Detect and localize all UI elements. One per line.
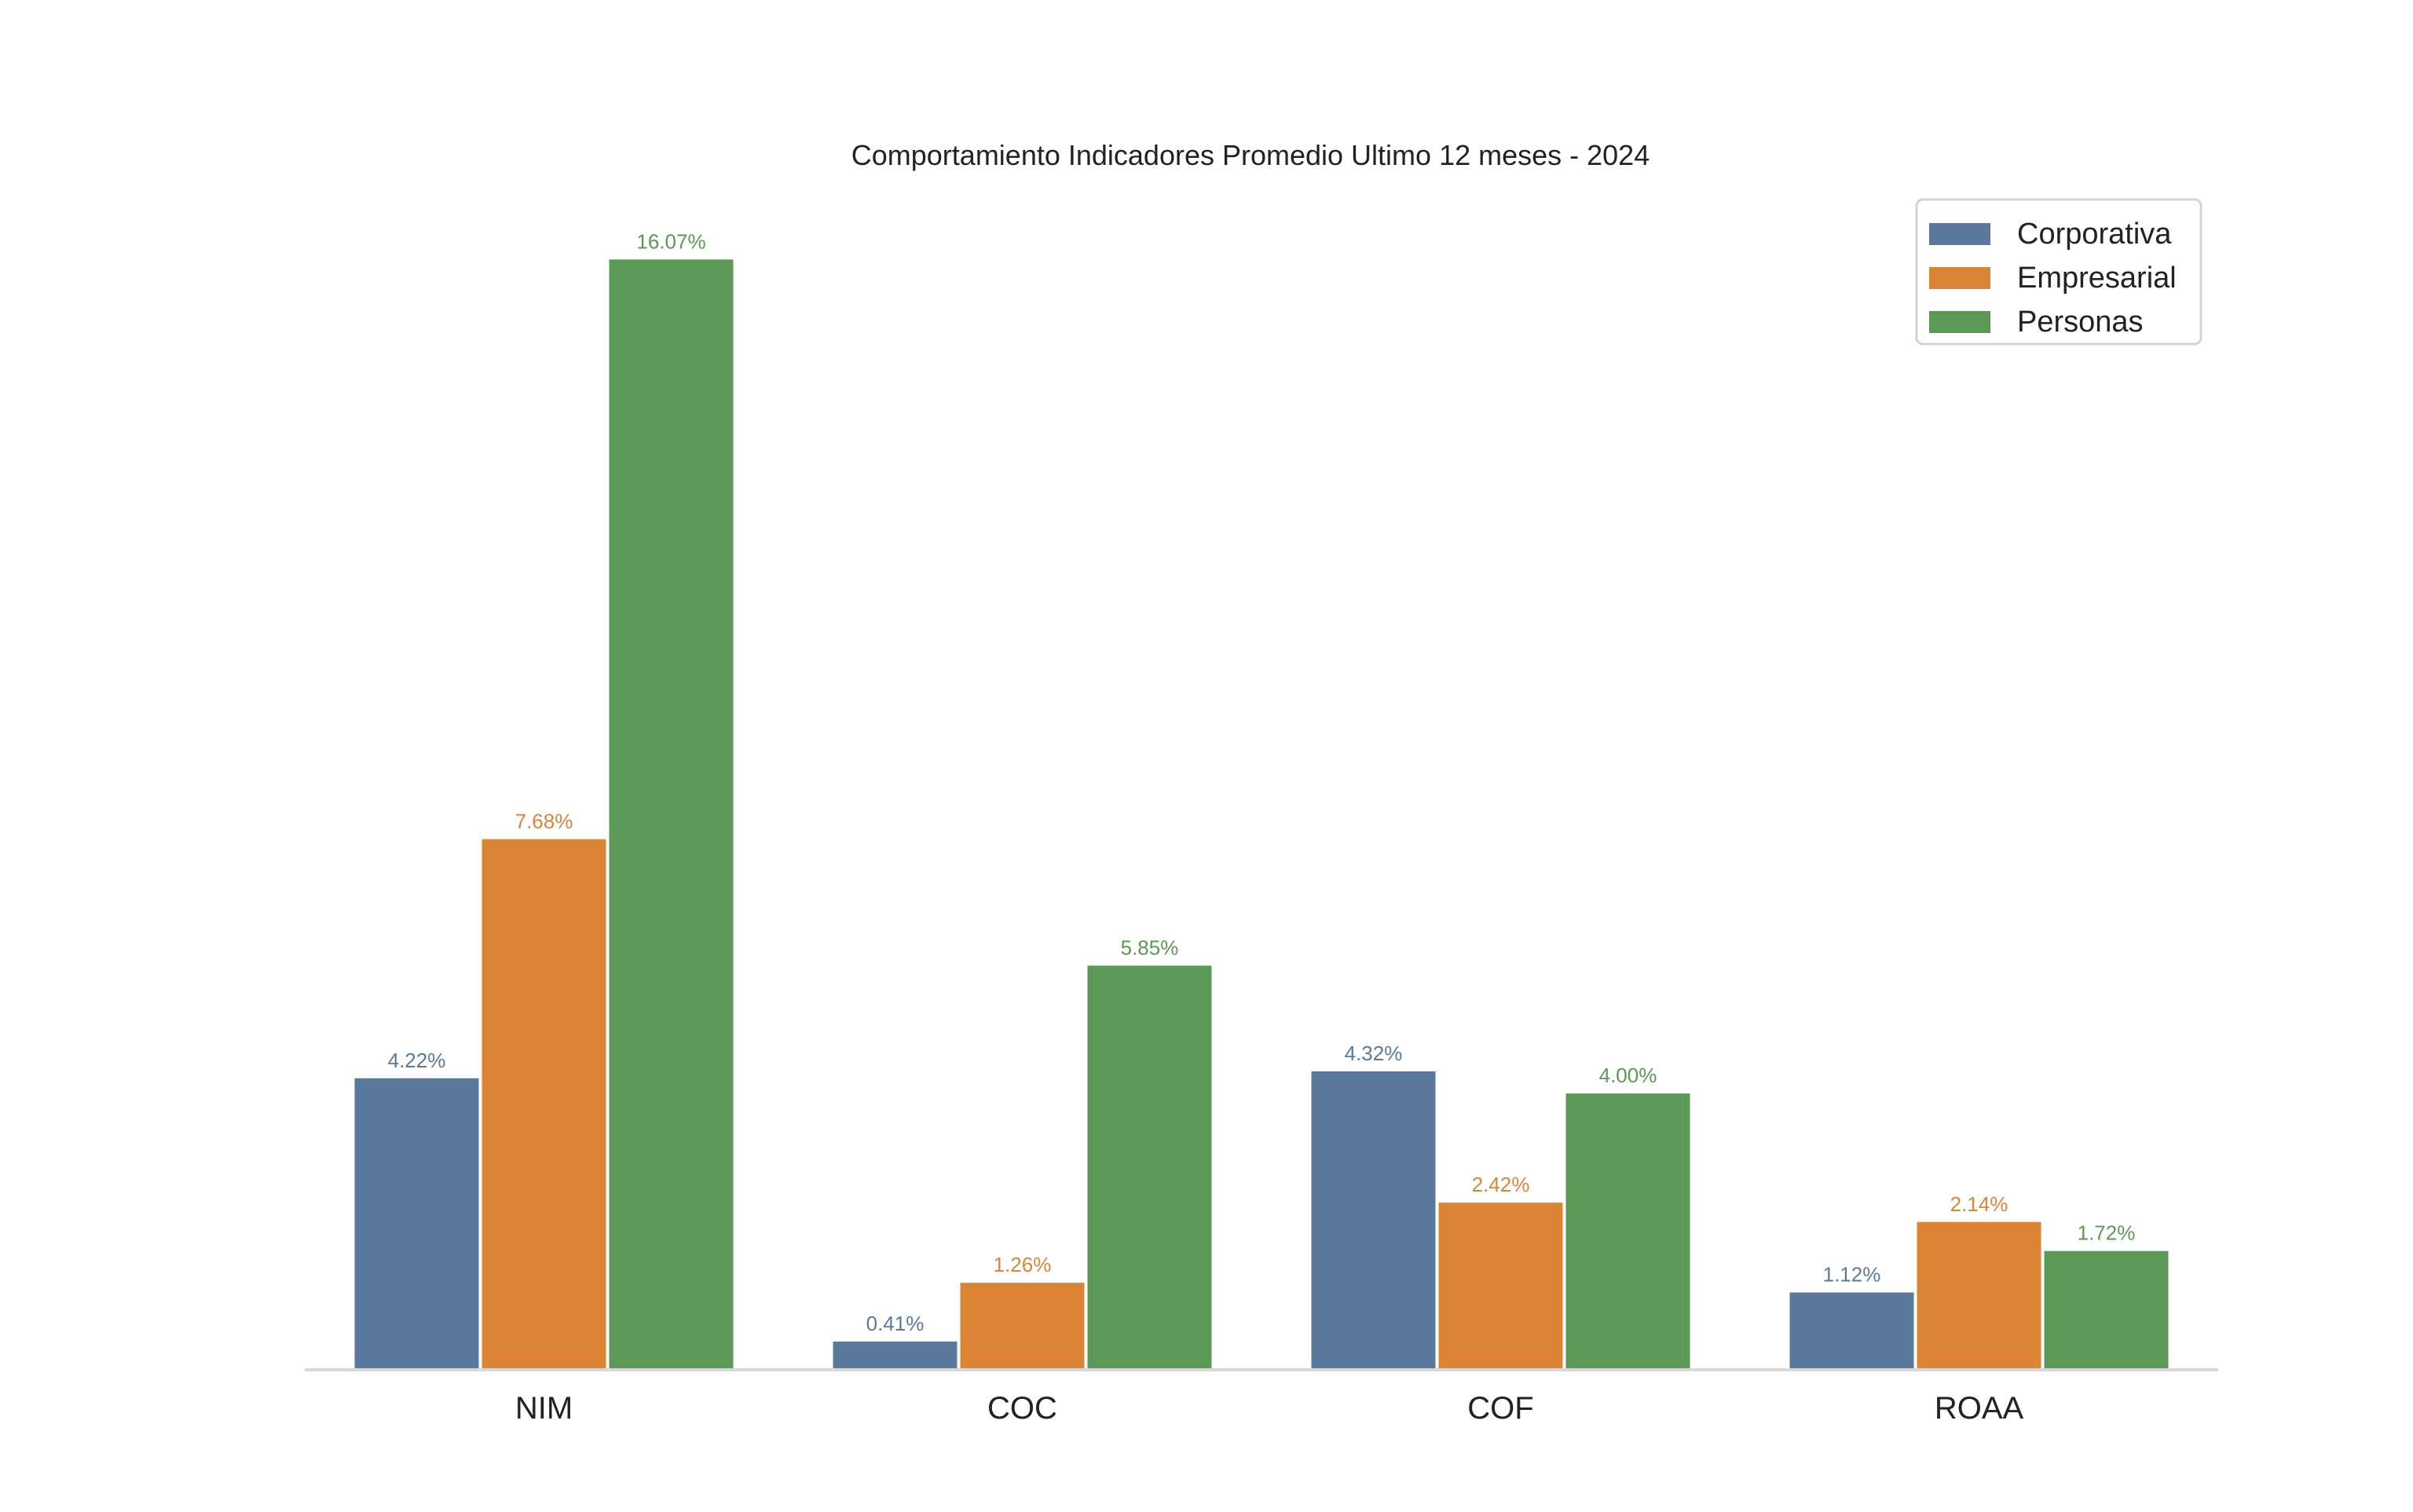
value-label-nim-corporativa: 4.22% xyxy=(388,1049,446,1072)
legend-swatch-corporativa xyxy=(1929,223,1990,245)
value-label-nim-empresarial: 7.68% xyxy=(515,809,573,833)
legend-items: Corporativa Empresarial Personas xyxy=(1929,218,2177,339)
value-label-cof-personas: 4.00% xyxy=(1599,1064,1657,1087)
x-tick-label-cof: COF xyxy=(1467,1391,1533,1426)
x-tick-label-coc: COC xyxy=(987,1391,1057,1426)
value-label-cof-empresarial: 2.42% xyxy=(1472,1173,1530,1196)
bar-coc-corporativa xyxy=(833,1341,958,1370)
value-labels-layer: 4.22% 7.68% 16.07% 0.41% 1.26% 5.85% 4.32% 2.42… xyxy=(388,229,2136,1335)
legend-label-empresarial: Empresarial xyxy=(2017,262,2177,295)
legend-label-corporativa: Corporativa xyxy=(2017,218,2172,251)
value-label-roaa-empresarial: 2.14% xyxy=(1950,1192,2008,1216)
legend-label-personas: Personas xyxy=(2017,306,2144,339)
bar-roaa-personas xyxy=(2044,1250,2169,1370)
bar-roaa-corporativa xyxy=(1789,1292,1914,1370)
value-label-roaa-corporativa: 1.12% xyxy=(1823,1262,1881,1286)
legend: Corporativa Empresarial Personas xyxy=(1915,198,2202,346)
value-label-cof-corporativa: 4.32% xyxy=(1345,1042,1403,1065)
x-tick-label-roaa: ROAA xyxy=(1935,1391,2024,1426)
bar-cof-corporativa xyxy=(1311,1071,1436,1370)
chart-title: Comportamiento Indicadores Promedio Ulti… xyxy=(851,139,1650,171)
legend-swatch-personas xyxy=(1929,311,1990,333)
value-label-coc-empresarial: 1.26% xyxy=(994,1253,1052,1276)
bar-nim-corporativa xyxy=(354,1078,479,1370)
bars-layer xyxy=(354,259,2169,1371)
x-tick-label-nim: NIM xyxy=(515,1391,573,1426)
x-tick-labels: NIM COC COF ROAA xyxy=(515,1391,2024,1426)
value-label-nim-personas: 16.07% xyxy=(636,229,705,253)
value-label-roaa-personas: 1.72% xyxy=(2078,1221,2136,1245)
legend-swatch-empresarial xyxy=(1929,267,1990,289)
value-label-coc-corporativa: 0.41% xyxy=(866,1312,925,1335)
bar-cof-empresarial xyxy=(1438,1203,1563,1370)
bar-roaa-empresarial xyxy=(1917,1221,2041,1370)
value-label-coc-personas: 5.85% xyxy=(1121,935,1179,959)
bar-nim-empresarial xyxy=(482,839,606,1370)
bar-coc-personas xyxy=(1087,965,1212,1370)
bar-nim-personas xyxy=(609,259,734,1371)
bar-coc-empresarial xyxy=(960,1283,1085,1370)
bar-cof-personas xyxy=(1565,1093,1690,1370)
